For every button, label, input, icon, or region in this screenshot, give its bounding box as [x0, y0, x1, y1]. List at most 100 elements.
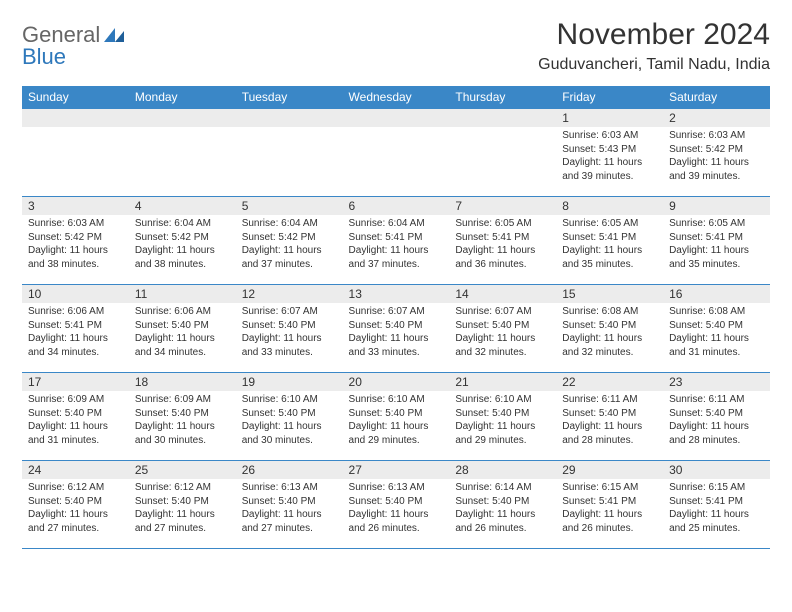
day-daylight1: Daylight: 11 hours [242, 420, 337, 434]
day-number: 14 [449, 285, 556, 303]
day-number: 23 [663, 373, 770, 391]
day-number: 12 [236, 285, 343, 303]
day-sunrise: Sunrise: 6:13 AM [349, 481, 444, 495]
day-body: Sunrise: 6:05 AMSunset: 5:41 PMDaylight:… [556, 215, 663, 275]
calendar-day-cell: 30 Sunrise: 6:15 AMSunset: 5:41 PMDayligh… [663, 461, 770, 549]
day-sunset: Sunset: 5:42 PM [242, 231, 337, 245]
day-body: Sunrise: 6:10 AMSunset: 5:40 PMDaylight:… [236, 391, 343, 451]
day-body: Sunrise: 6:15 AMSunset: 5:41 PMDaylight:… [556, 479, 663, 539]
day-daylight1: Daylight: 11 hours [669, 244, 764, 258]
day-daylight1: Daylight: 11 hours [669, 508, 764, 522]
day-body: Sunrise: 6:03 AMSunset: 5:42 PMDaylight:… [22, 215, 129, 275]
month-title: November 2024 [538, 18, 770, 52]
day-body: Sunrise: 6:11 AMSunset: 5:40 PMDaylight:… [663, 391, 770, 451]
day-daylight2: and 34 minutes. [135, 346, 230, 360]
day-sunset: Sunset: 5:40 PM [28, 495, 123, 509]
day-number: 30 [663, 461, 770, 479]
day-body: Sunrise: 6:04 AMSunset: 5:41 PMDaylight:… [343, 215, 450, 275]
calendar-day-cell: 4Sunrise: 6:04 AMSunset: 5:42 PMDaylight… [129, 197, 236, 285]
day-number: 15 [556, 285, 663, 303]
day-daylight1: Daylight: 11 hours [669, 156, 764, 170]
day-body: Sunrise: 6:09 AMSunset: 5:40 PMDaylight:… [22, 391, 129, 451]
calendar-day-cell [236, 109, 343, 197]
calendar-body: 1Sunrise: 6:03 AMSunset: 5:43 PMDaylight… [22, 109, 770, 549]
day-daylight2: and 36 minutes. [455, 258, 550, 272]
day-body: Sunrise: 6:04 AMSunset: 5:42 PMDaylight:… [236, 215, 343, 275]
day-body: Sunrise: 6:13 AMSunset: 5:40 PMDaylight:… [343, 479, 450, 539]
calendar-day-cell: 11Sunrise: 6:06 AMSunset: 5:40 PMDayligh… [129, 285, 236, 373]
day-daylight2: and 26 minutes. [349, 522, 444, 536]
day-number: 16 [663, 285, 770, 303]
day-number: 2 [663, 109, 770, 127]
day-body: Sunrise: 6:08 AMSunset: 5:40 PMDaylight:… [663, 303, 770, 363]
day-body: Sunrise: 6:07 AMSunset: 5:40 PMDaylight:… [449, 303, 556, 363]
calendar-day-cell: 7Sunrise: 6:05 AMSunset: 5:41 PMDaylight… [449, 197, 556, 285]
calendar-day-cell: 1Sunrise: 6:03 AMSunset: 5:43 PMDaylight… [556, 109, 663, 197]
day-daylight1: Daylight: 11 hours [455, 420, 550, 434]
calendar-day-cell: 26Sunrise: 6:13 AMSunset: 5:40 PMDayligh… [236, 461, 343, 549]
day-daylight2: and 27 minutes. [242, 522, 337, 536]
day-number: 21 [449, 373, 556, 391]
day-daylight2: and 39 minutes. [669, 170, 764, 184]
day-sunset: Sunset: 5:41 PM [349, 231, 444, 245]
day-sunset: Sunset: 5:41 PM [669, 495, 764, 509]
day-number: 19 [236, 373, 343, 391]
header: General Blue November 2024 Guduvancheri,… [22, 18, 770, 74]
day-number-empty [343, 109, 450, 127]
day-sunrise: Sunrise: 6:06 AM [28, 305, 123, 319]
day-sunset: Sunset: 5:40 PM [242, 407, 337, 421]
day-daylight2: and 37 minutes. [349, 258, 444, 272]
day-body: Sunrise: 6:12 AMSunset: 5:40 PMDaylight:… [22, 479, 129, 539]
calendar-day-cell: 29Sunrise: 6:15 AMSunset: 5:41 PMDayligh… [556, 461, 663, 549]
day-daylight2: and 29 minutes. [349, 434, 444, 448]
calendar-day-cell: 3Sunrise: 6:03 AMSunset: 5:42 PMDaylight… [22, 197, 129, 285]
day-sunrise: Sunrise: 6:11 AM [562, 393, 657, 407]
day-sunset: Sunset: 5:40 PM [669, 407, 764, 421]
day-sunrise: Sunrise: 6:13 AM [242, 481, 337, 495]
day-sunset: Sunset: 5:40 PM [28, 407, 123, 421]
calendar-week-row: 10Sunrise: 6:06 AMSunset: 5:41 PMDayligh… [22, 285, 770, 373]
day-daylight2: and 26 minutes. [455, 522, 550, 536]
day-daylight1: Daylight: 11 hours [349, 244, 444, 258]
weekday-header: Thursday [449, 86, 556, 109]
calendar-day-cell [449, 109, 556, 197]
day-body: Sunrise: 6:11 AMSunset: 5:40 PMDaylight:… [556, 391, 663, 451]
location-subtitle: Guduvancheri, Tamil Nadu, India [538, 56, 770, 74]
calendar-day-cell [129, 109, 236, 197]
day-body: Sunrise: 6:05 AMSunset: 5:41 PMDaylight:… [449, 215, 556, 275]
day-body: Sunrise: 6:04 AMSunset: 5:42 PMDaylight:… [129, 215, 236, 275]
day-number: 24 [22, 461, 129, 479]
day-number: 7 [449, 197, 556, 215]
day-daylight2: and 30 minutes. [242, 434, 337, 448]
day-sunset: Sunset: 5:42 PM [28, 231, 123, 245]
day-daylight2: and 25 minutes. [669, 522, 764, 536]
day-sunrise: Sunrise: 6:08 AM [669, 305, 764, 319]
day-number: 26 [236, 461, 343, 479]
day-sunrise: Sunrise: 6:08 AM [562, 305, 657, 319]
day-daylight2: and 31 minutes. [669, 346, 764, 360]
day-sunset: Sunset: 5:40 PM [349, 407, 444, 421]
day-daylight2: and 33 minutes. [242, 346, 337, 360]
weekday-header: Monday [129, 86, 236, 109]
day-sunrise: Sunrise: 6:15 AM [669, 481, 764, 495]
day-body: Sunrise: 6:10 AMSunset: 5:40 PMDaylight:… [449, 391, 556, 451]
day-daylight1: Daylight: 11 hours [669, 332, 764, 346]
day-sunset: Sunset: 5:40 PM [669, 319, 764, 333]
day-daylight2: and 39 minutes. [562, 170, 657, 184]
day-sunrise: Sunrise: 6:07 AM [242, 305, 337, 319]
day-number: 11 [129, 285, 236, 303]
calendar-day-cell: 10Sunrise: 6:06 AMSunset: 5:41 PMDayligh… [22, 285, 129, 373]
title-block: November 2024 Guduvancheri, Tamil Nadu, … [538, 18, 770, 74]
day-number: 9 [663, 197, 770, 215]
day-sunset: Sunset: 5:43 PM [562, 143, 657, 157]
day-daylight1: Daylight: 11 hours [562, 420, 657, 434]
day-daylight2: and 37 minutes. [242, 258, 337, 272]
day-daylight1: Daylight: 11 hours [349, 332, 444, 346]
weekday-header-row: Sunday Monday Tuesday Wednesday Thursday… [22, 86, 770, 109]
day-body: Sunrise: 6:13 AMSunset: 5:40 PMDaylight:… [236, 479, 343, 539]
day-daylight1: Daylight: 11 hours [135, 420, 230, 434]
day-daylight1: Daylight: 11 hours [242, 244, 337, 258]
day-daylight2: and 29 minutes. [455, 434, 550, 448]
day-daylight1: Daylight: 11 hours [455, 508, 550, 522]
calendar-day-cell: 6Sunrise: 6:04 AMSunset: 5:41 PMDaylight… [343, 197, 450, 285]
